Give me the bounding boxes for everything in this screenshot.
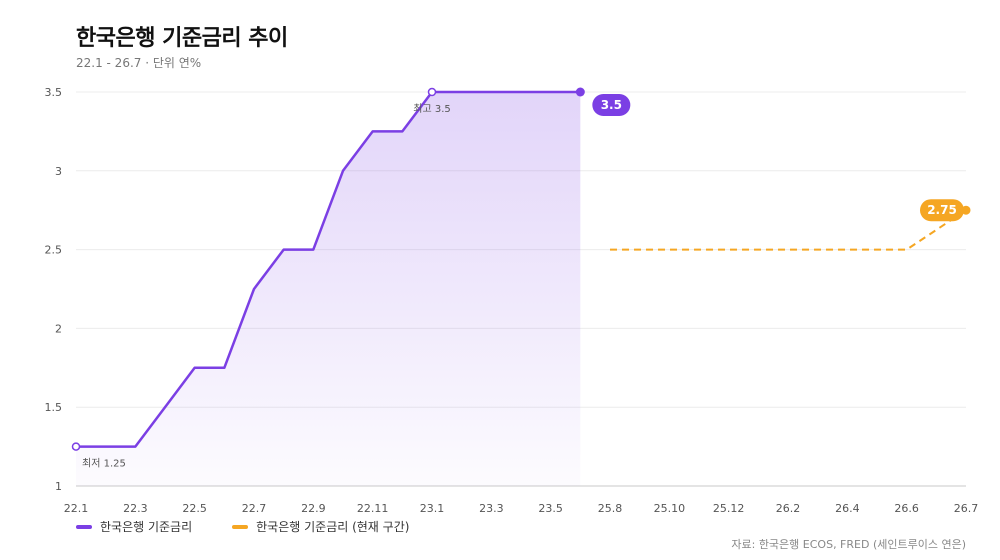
legend-swatch-current — [232, 524, 249, 529]
x-tick-label: 22.7 — [242, 502, 267, 515]
x-tick-label: 22.3 — [123, 502, 148, 515]
x-tick-label: 25.10 — [654, 502, 686, 515]
x-tick-label: 23.5 — [538, 502, 563, 515]
end-badge-label-current: 2.75 — [927, 203, 957, 217]
x-tick-label: 23.3 — [479, 502, 504, 515]
x-tick-label: 26.2 — [776, 502, 801, 515]
y-tick-label: 3.5 — [45, 86, 63, 99]
legend-swatch-main — [76, 524, 92, 529]
y-tick-label: 2.5 — [45, 244, 63, 257]
series-line-main — [76, 90, 581, 448]
y-tick-label: 3 — [55, 165, 62, 178]
end-badge-label-main: 3.5 — [601, 98, 622, 112]
x-tick-label: 22.11 — [357, 502, 389, 515]
x-tick-label: 26.6 — [894, 502, 919, 515]
y-tick-label: 1.5 — [45, 401, 63, 414]
chart-legend: 한국은행 기준금리 한국은행 기준금리 (현재 구간) — [76, 518, 409, 535]
annotation-point — [71, 442, 81, 451]
legend-label-current: 한국은행 기준금리 (현재 구간) — [256, 520, 410, 534]
series-area-main — [76, 92, 581, 486]
annotation-label: 최저 1.25 — [82, 458, 126, 470]
y-tick-label: 1 — [55, 480, 62, 493]
legend-item-current: 한국은행 기준금리 (현재 구간) — [232, 518, 409, 535]
x-tick-label: 25.8 — [598, 502, 623, 515]
end-badge-main — [592, 94, 631, 116]
x-tick-label: 22.5 — [182, 502, 207, 515]
x-tick-label: 23.1 — [420, 502, 445, 515]
x-tick-label: 22.1 — [64, 502, 89, 515]
chart-title: 한국은행 기준금리 추이 — [76, 26, 288, 51]
x-tick-label: 26.4 — [835, 502, 860, 515]
chart-source: 자료: 한국은행 ECOS, FRED (세인트루이스 연은) — [731, 538, 966, 551]
x-tick-label: 25.12 — [713, 502, 745, 515]
x-tick-label: 22.9 — [301, 502, 326, 515]
legend-label-main: 한국은행 기준금리 — [100, 520, 193, 534]
x-tick-label: 26.7 — [954, 502, 979, 515]
chart-subtitle: 22.1 - 26.7 · 단위 연% — [76, 56, 202, 70]
annotation-label: 최고 3.5 — [413, 103, 450, 115]
series-end-point-main — [575, 87, 585, 97]
y-tick-label: 2 — [55, 322, 62, 335]
series-line-current — [610, 209, 967, 251]
legend-item-main: 한국은행 기준금리 — [76, 518, 192, 535]
end-badge-current — [920, 199, 964, 222]
annotation-point — [427, 87, 437, 97]
